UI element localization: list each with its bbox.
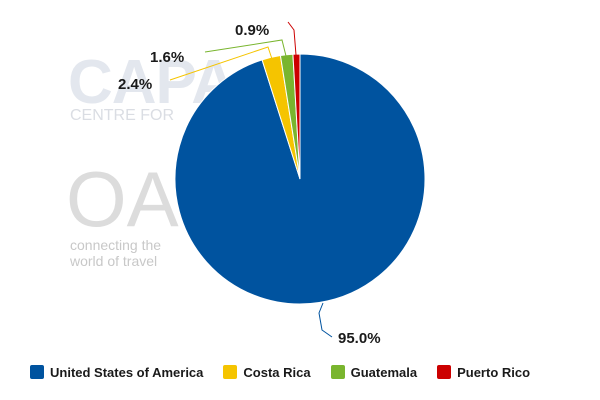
data-label-united-states-of-america: 95.0% xyxy=(338,330,381,347)
legend-swatch-united-states-of-america xyxy=(30,365,44,379)
legend-item-puerto-rico: Puerto Rico xyxy=(437,365,530,380)
legend-item-costa-rica: Costa Rica xyxy=(223,364,311,380)
data-label-puerto-rico: 0.9% xyxy=(235,22,269,39)
leader-line-costa-rica xyxy=(169,46,273,81)
pie-slice-puerto-rico xyxy=(292,53,301,180)
legend-swatch-costa-rica xyxy=(223,365,238,379)
pie-slices xyxy=(174,53,426,305)
label-leaders xyxy=(169,21,333,338)
legend-label-united-states-of-america: United States of America xyxy=(50,364,204,380)
oag-watermark-tagline-2: world of travel xyxy=(69,253,157,269)
oag-watermark-tagline-1: connecting the xyxy=(70,237,161,253)
data-label-costa-rica: 2.4% xyxy=(118,76,152,93)
data-label-guatemala: 1.6% xyxy=(150,49,184,66)
legend-swatch-puerto-rico xyxy=(437,365,452,379)
legend-label-costa-rica: Costa Rica xyxy=(243,364,311,380)
capa-watermark-subtitle: CENTRE FOR xyxy=(70,107,174,124)
leader-line-united-states-of-america xyxy=(318,302,333,338)
leader-line-puerto-rico xyxy=(287,21,297,56)
legend-label-guatemala: Guatemala xyxy=(350,364,418,380)
data-labels: 95.0% 2.4% 1.6% 0.9% xyxy=(118,22,381,347)
watermarks: CAPA CENTRE FOR OAG connecting the world… xyxy=(66,48,239,269)
legend-item-guatemala: Guatemala xyxy=(330,364,418,380)
legend: United States of America Costa Rica Guatem… xyxy=(30,362,550,382)
legend-swatch-guatemala xyxy=(330,365,345,379)
legend-item-united-states-of-america: United States of America xyxy=(30,365,203,380)
legend-label-puerto-rico: Puerto Rico xyxy=(457,364,531,380)
leader-line-guatemala xyxy=(204,39,287,57)
